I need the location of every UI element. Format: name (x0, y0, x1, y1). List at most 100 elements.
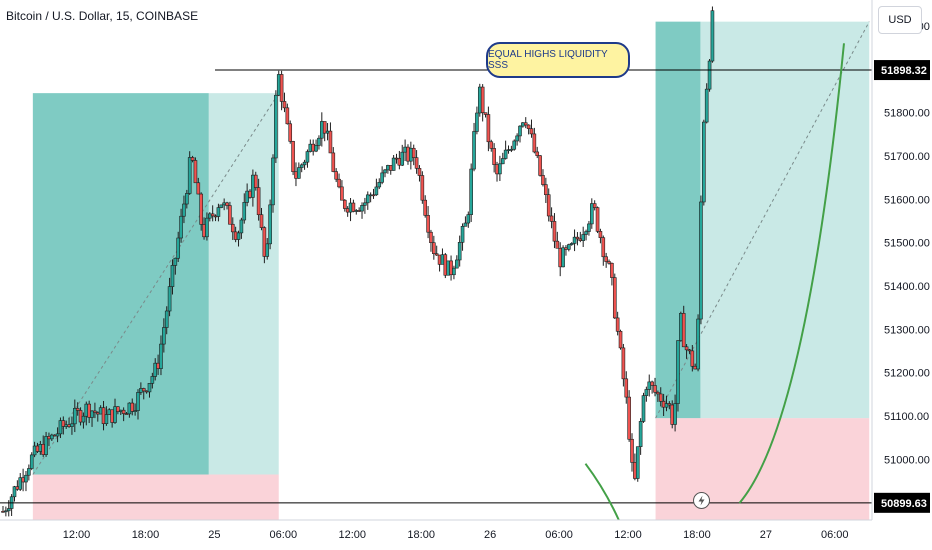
candle-bull (64, 424, 68, 427)
candle-bear (429, 231, 433, 244)
candle-bull (170, 265, 175, 287)
candle-bull (455, 259, 459, 269)
candle-bear (667, 403, 672, 406)
candle-bear (351, 202, 356, 212)
candle-bear (449, 260, 453, 276)
price-axis-bg (872, 0, 932, 550)
candle-bear (388, 165, 393, 171)
time-tick-label: 12:00 (63, 529, 91, 541)
candle-bull (136, 392, 140, 411)
candle-bull (104, 414, 109, 424)
candle-bear (417, 168, 422, 176)
candle-bull (159, 343, 163, 369)
candle-bear (95, 412, 100, 415)
candle-bear (607, 261, 611, 264)
candle-bull (274, 94, 278, 159)
candle-bull (374, 186, 379, 196)
candle-bear (15, 486, 20, 490)
candle-bull (179, 215, 183, 239)
candle-bull (216, 207, 221, 217)
time-tick-label: 06:00 (545, 529, 573, 541)
candle-bull (207, 213, 212, 219)
candle-bear (432, 242, 436, 254)
candle-bear (592, 203, 597, 208)
candle-bear (558, 247, 563, 268)
candle-bull (452, 267, 456, 276)
candle-bull (107, 409, 112, 415)
time-tick-label: 27 (760, 529, 772, 541)
candle-bear (322, 121, 327, 134)
candle-bull (182, 203, 186, 217)
candle-bear (337, 178, 341, 188)
candle-bear (414, 157, 419, 169)
time-tick-label: 25 (208, 529, 220, 541)
candle-bear (598, 231, 603, 238)
candle-bear (604, 256, 608, 262)
candle-bear (1, 511, 5, 513)
low-level-tag (874, 492, 930, 513)
candle-bull (113, 406, 117, 423)
candle-bear (233, 231, 238, 240)
candle-bear (342, 199, 347, 209)
candle-bull (644, 389, 649, 396)
candle-bull (466, 214, 471, 224)
candle-bear (141, 388, 146, 392)
annotation-note[interactable]: EQUAL HIGHS LIQUIDITY SSS (486, 42, 630, 78)
candle-bear (601, 237, 606, 258)
candle-bull (512, 140, 517, 150)
candle-bull (147, 383, 152, 393)
candle-bull (641, 395, 646, 422)
candle-bull (469, 168, 473, 215)
candle-bear (340, 186, 344, 201)
candle-bear (426, 215, 430, 233)
candle-bull (73, 408, 77, 425)
candle-bull (440, 254, 445, 265)
candle-bear (47, 436, 51, 440)
projection-curve-down (584, 463, 620, 521)
candle-bull (305, 151, 310, 163)
candle-bull (590, 203, 594, 225)
candle-bear (328, 130, 333, 154)
price-tick-label: 51400.00 (884, 281, 930, 293)
candle-bear (552, 221, 557, 242)
candle-bear (523, 122, 528, 126)
price-tick-label: 51200.00 (884, 368, 930, 380)
currency-button[interactable]: USD (878, 6, 922, 34)
candle-bear (630, 438, 634, 463)
candle-bull (383, 169, 387, 174)
candle-bull (386, 165, 390, 171)
candle-bear (61, 420, 66, 427)
candle-bear (529, 128, 534, 135)
candle-bear (334, 171, 338, 180)
symbol-title: Bitcoin / U.S. Dollar, 15, COINBASE (6, 9, 199, 23)
candle-bear (311, 143, 315, 152)
candle-bear (248, 190, 252, 198)
candle-bear (35, 445, 40, 452)
candle-bull (29, 454, 34, 469)
candle-bull (391, 157, 396, 171)
equal-highs-level-tag-label: 51898.32 (881, 65, 927, 77)
candle-bull (150, 376, 155, 384)
candle-bull (219, 204, 224, 208)
candle-bull (380, 172, 384, 183)
candle-bull (567, 244, 571, 250)
candle-bull (521, 122, 525, 127)
candle-bull (509, 148, 514, 151)
candle-bear (684, 346, 689, 351)
candle-bear (371, 194, 376, 197)
candle-bull (44, 436, 48, 455)
candle-bear (282, 101, 287, 109)
candle-bear (526, 124, 531, 129)
candle-bear (397, 158, 402, 166)
candle-bull (242, 202, 247, 221)
candle-bull (185, 193, 189, 205)
candle-bull (400, 151, 405, 166)
candle-bull (133, 410, 137, 412)
candle-bear (535, 151, 540, 156)
candle-bear (633, 462, 637, 479)
candle-bull (475, 112, 479, 132)
candle-bear (443, 254, 448, 276)
candle-bull (251, 174, 255, 198)
candle-bear (394, 157, 399, 160)
